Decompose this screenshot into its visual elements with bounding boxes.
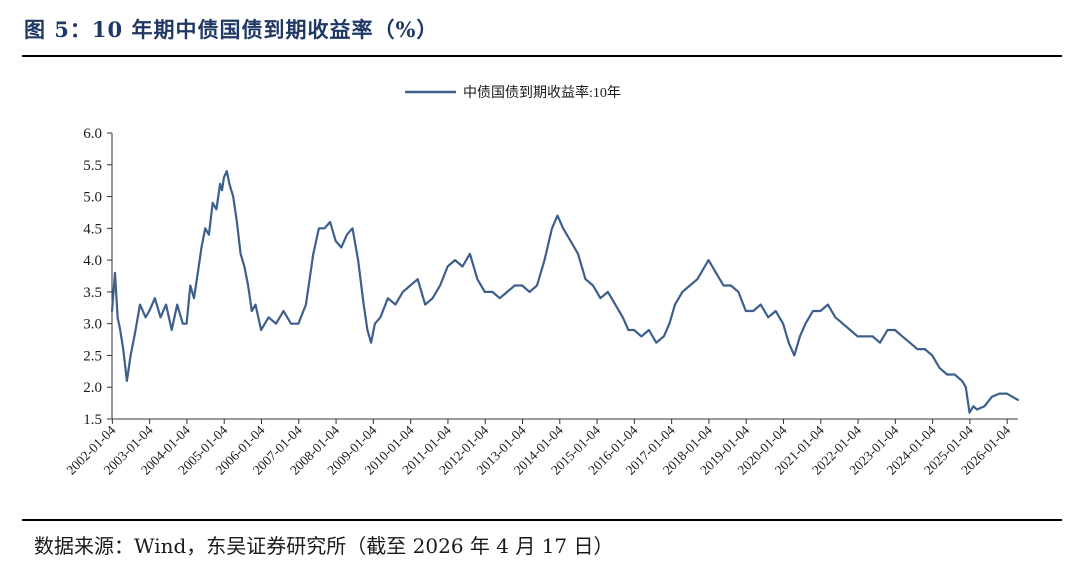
source-note: 数据来源：Wind，东吴证券研究所（截至 2026 年 4 月 17 日）	[34, 534, 614, 558]
legend: 中债国债到期收益率:10年	[405, 84, 621, 101]
y-tick-label: 4.0	[83, 253, 102, 269]
y-tick-label: 3.5	[83, 285, 102, 301]
y-tick-label: 1.5	[83, 412, 102, 428]
y-tick-label: 5.0	[83, 190, 102, 206]
y-tick-label: 4.5	[83, 221, 102, 237]
y-tick-label: 2.0	[83, 380, 102, 396]
x-axis: 2002-01-042003-01-042004-01-042005-01-04…	[63, 418, 1018, 478]
bottom-rule	[22, 519, 1062, 521]
top-rule	[22, 55, 1062, 57]
legend-label-10y: 中债国债到期收益率:10年	[463, 84, 621, 101]
series-line-10y	[110, 169, 1020, 414]
y-tick-label: 2.5	[83, 348, 102, 364]
y-tick-label: 6.0	[83, 126, 102, 142]
y-tick-label: 5.5	[83, 158, 102, 174]
plot-area	[110, 169, 1020, 414]
figure-title: 图 5：10 年期中债国债到期收益率（%）	[24, 17, 439, 42]
line-chart: 中债国债到期收益率:10年 1.5 2.0 2.5 3.0 3.5 4.0 4.5 5.0 5.…	[63, 84, 1020, 478]
y-tick-label: 3.0	[83, 317, 102, 333]
y-axis: 1.5 2.0 2.5 3.0 3.5 4.0 4.5 5.0 5.5 6.0	[83, 126, 113, 428]
